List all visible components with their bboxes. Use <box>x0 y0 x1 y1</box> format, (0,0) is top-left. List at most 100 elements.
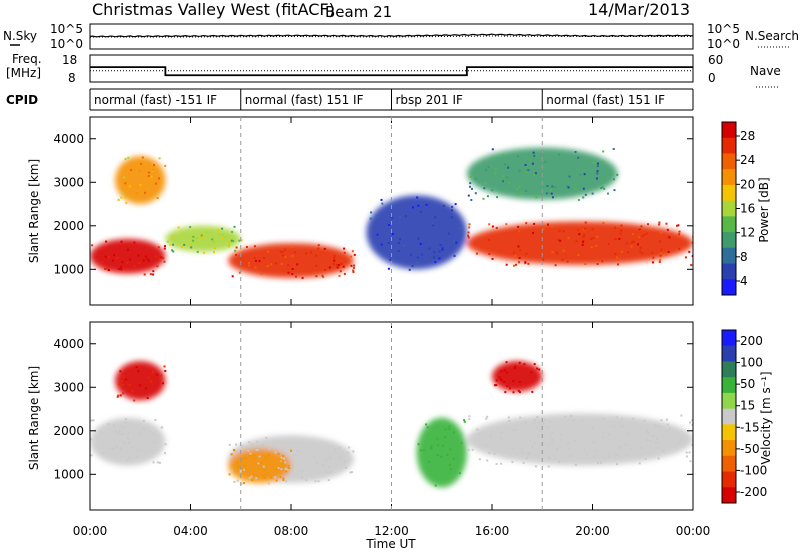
echo-pixel <box>530 371 533 374</box>
echo-pixel <box>150 380 153 383</box>
colorbar-cell <box>722 169 736 186</box>
echo-pixel <box>260 461 263 464</box>
echo-pixel <box>521 447 524 450</box>
echo-pixel <box>489 435 492 438</box>
echo-pixel <box>239 248 242 251</box>
echo-pixel <box>218 234 221 236</box>
echo-pixel <box>125 378 128 381</box>
echo-pixel <box>300 470 303 473</box>
echo-pixel <box>282 479 285 481</box>
echo-pixel <box>535 196 538 199</box>
data-region <box>228 243 354 279</box>
echo-pixel <box>120 240 123 243</box>
echo-pixel <box>448 232 451 235</box>
echo-pixel <box>250 445 253 447</box>
echo-pixel <box>591 228 594 231</box>
echo-pixel <box>149 273 152 276</box>
echo-pixel <box>518 169 521 172</box>
echo-pixel <box>596 177 598 180</box>
echo-pixel <box>369 217 372 220</box>
echo-pixel <box>486 459 489 462</box>
echo-pixel <box>527 453 530 456</box>
colorbar-tick-label: 50 <box>740 377 755 391</box>
echo-pixel <box>620 229 623 232</box>
echo-pixel <box>417 443 420 446</box>
echo-pixel <box>123 176 126 179</box>
echo-pixel <box>507 165 510 168</box>
time-tick-label: 00:00 <box>676 524 711 538</box>
echo-pixel <box>596 263 599 265</box>
echo-pixel <box>154 419 157 421</box>
echo-pixel <box>665 222 668 225</box>
time-tick-label: 00:00 <box>73 524 108 538</box>
echo-pixel <box>263 443 266 446</box>
echo-pixel <box>685 455 688 458</box>
echo-pixel <box>536 367 539 370</box>
velocity-colorbar-label: Velocity [m s⁻¹] <box>759 371 773 464</box>
echo-pixel <box>551 441 554 444</box>
echo-pixel <box>163 260 166 263</box>
echo-pixel <box>127 437 129 440</box>
echo-pixel <box>608 455 611 458</box>
echo-pixel <box>336 266 339 269</box>
echo-pixel <box>295 275 297 278</box>
echo-pixel <box>597 461 599 464</box>
echo-pixel <box>263 256 265 259</box>
colorbar-cell <box>722 377 736 394</box>
beam-label: Beam 21 <box>325 3 392 21</box>
echo-pixel <box>483 187 486 190</box>
echo-pixel <box>282 254 285 257</box>
echo-pixel <box>253 245 256 248</box>
echo-pixel <box>592 441 595 443</box>
echo-pixel <box>558 153 560 156</box>
colorbar-cell <box>722 455 736 473</box>
echo-pixel <box>380 243 383 246</box>
colorbar-cell <box>722 392 736 410</box>
freq-label-line2: [MHz] <box>6 66 41 80</box>
echo-pixel <box>126 261 129 264</box>
echo-pixel <box>345 466 347 469</box>
y-tick-label: 2000 <box>53 424 84 438</box>
echo-pixel <box>137 449 140 451</box>
echo-pixel <box>156 265 159 268</box>
echo-pixel <box>577 199 580 201</box>
echo-pixel <box>163 365 166 368</box>
echo-pixel <box>607 192 609 195</box>
echo-pixel <box>448 464 451 467</box>
echo-pixel <box>291 255 294 257</box>
echo-pixel <box>192 239 195 242</box>
echo-pixel <box>557 239 560 242</box>
echo-pixel <box>252 457 255 460</box>
echo-pixel <box>263 476 266 479</box>
echo-pixel <box>551 437 553 440</box>
echo-pixel <box>153 441 156 444</box>
echo-pixel <box>119 266 122 269</box>
echo-pixel <box>411 265 414 268</box>
echo-pixel <box>101 247 104 250</box>
echo-pixel <box>602 436 604 439</box>
echo-pixel <box>284 461 287 464</box>
velocity-ylabel: Slant Range [km] <box>27 366 41 470</box>
echo-pixel <box>548 443 551 446</box>
echo-pixel <box>322 464 325 467</box>
echo-pixel <box>351 250 354 253</box>
noise-right-tick-top: 10^5 <box>707 22 740 36</box>
echo-pixel <box>428 247 431 250</box>
echo-pixel <box>505 263 508 266</box>
echo-pixel <box>119 394 122 397</box>
echo-pixel <box>138 261 141 264</box>
echo-pixel <box>631 233 634 236</box>
echo-pixel <box>164 164 167 167</box>
echo-pixel <box>214 247 216 250</box>
colorbar-cell <box>722 361 736 378</box>
freq-tick-bottom: 8 <box>68 71 76 85</box>
echo-pixel <box>637 243 639 246</box>
echo-pixel <box>504 163 507 166</box>
echo-pixel <box>323 247 326 250</box>
echo-pixel <box>532 232 534 235</box>
echo-pixel <box>117 268 120 270</box>
echo-pixel <box>338 447 341 449</box>
echo-pixel <box>596 235 599 238</box>
time-tick-label: 04:00 <box>173 524 208 538</box>
echo-pixel <box>397 250 400 252</box>
